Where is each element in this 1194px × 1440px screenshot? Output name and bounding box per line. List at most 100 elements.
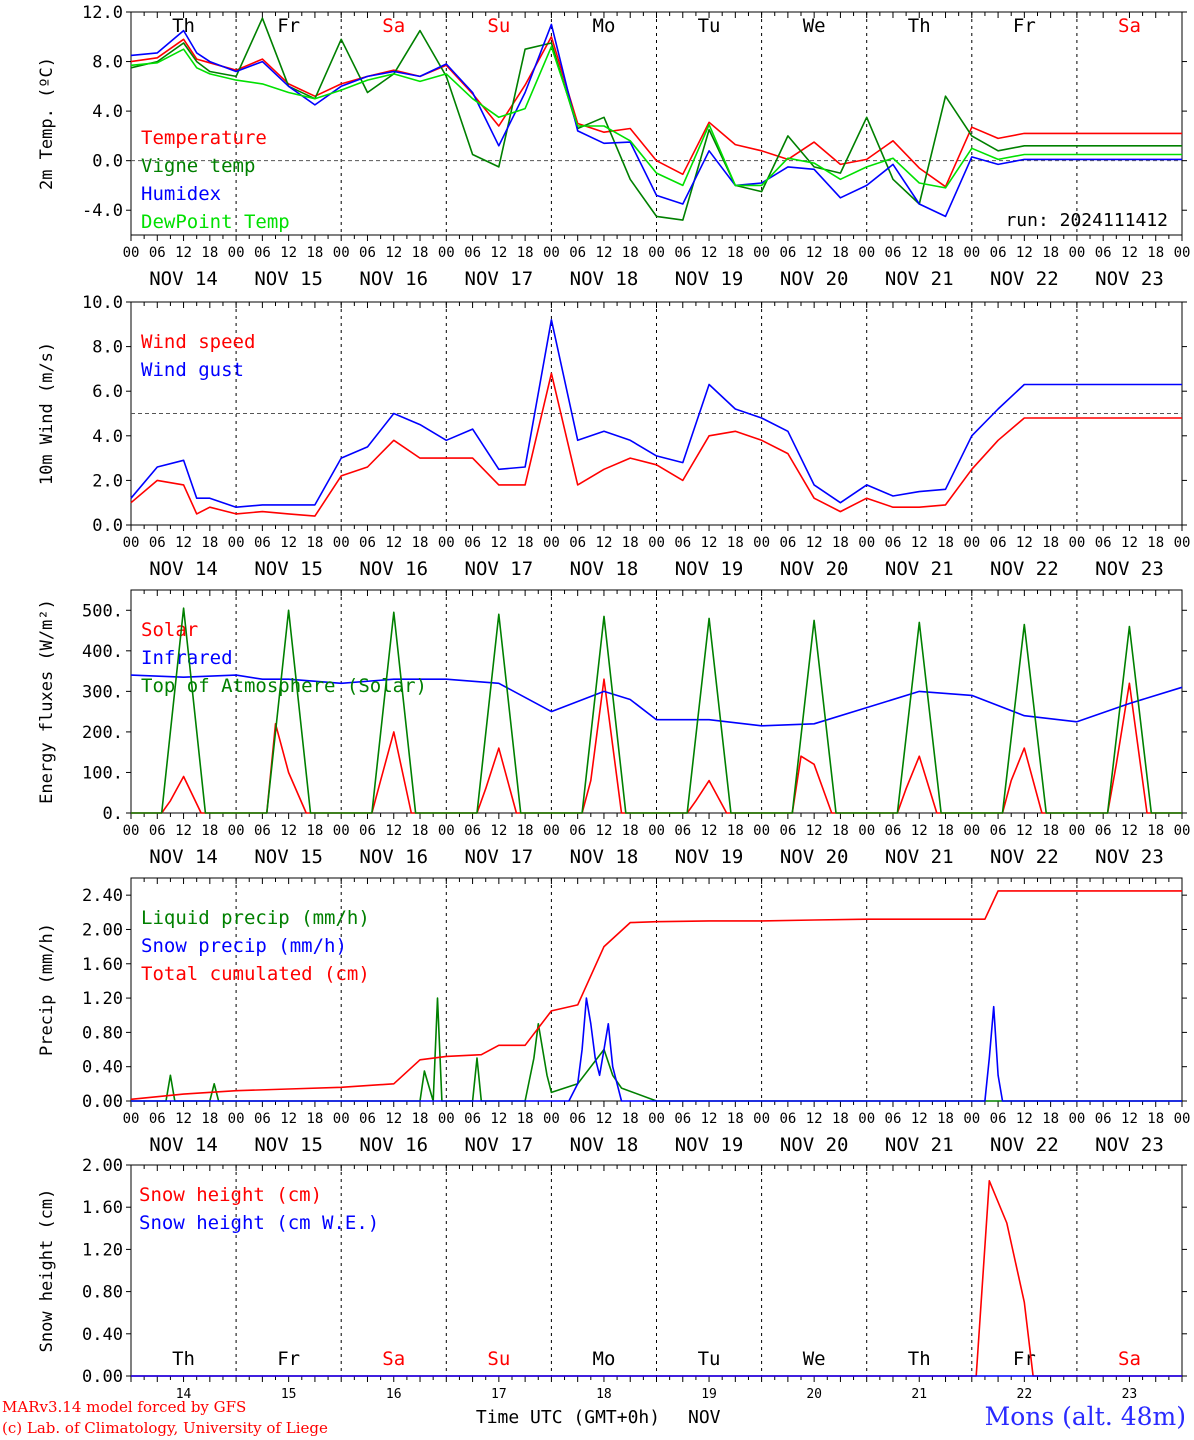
x-tick-label: 12 bbox=[911, 823, 928, 839]
date-label: NOV 15 bbox=[254, 268, 323, 290]
x-tick-label: 18 bbox=[937, 245, 954, 261]
x-tick-label: 00 bbox=[438, 1111, 455, 1127]
y-tick-label: 0.0 bbox=[92, 152, 123, 172]
y-tick-label: 400. bbox=[82, 642, 123, 662]
x-tick-label: 12 bbox=[175, 245, 192, 261]
x-tick-label: 12 bbox=[1121, 535, 1138, 551]
date-label: NOV 20 bbox=[780, 268, 849, 290]
x-tick-label: 00 bbox=[543, 245, 560, 261]
x-tick-label: 00 bbox=[228, 1111, 245, 1127]
x-tick-label: 00 bbox=[858, 245, 875, 261]
date-label: NOV 23 bbox=[1095, 558, 1164, 580]
date-label: NOV 17 bbox=[465, 846, 534, 868]
station-label: Mons (alt. 48m) bbox=[984, 1402, 1186, 1431]
x-tick-label: 06 bbox=[569, 535, 586, 551]
x-tick-label: 06 bbox=[990, 245, 1007, 261]
date-label: NOV 22 bbox=[990, 558, 1059, 580]
x-tick-label: 12 bbox=[911, 245, 928, 261]
series-line-3-3 bbox=[131, 607, 1182, 814]
x-tick-label: 12 bbox=[280, 823, 297, 839]
day-name: Fr bbox=[277, 15, 300, 37]
run-label: run: 2024111412 bbox=[1005, 210, 1168, 231]
x-tick-label: 00 bbox=[648, 1111, 665, 1127]
x-tick-label: 00 bbox=[1068, 535, 1085, 551]
y-tick-label: 2.00 bbox=[82, 920, 123, 940]
x-tick-label: 18 bbox=[727, 823, 744, 839]
day-name: Th bbox=[172, 15, 195, 37]
x-tick-label: 12 bbox=[175, 535, 192, 551]
y-tick-label: 12.0 bbox=[82, 3, 123, 23]
day-number: 18 bbox=[596, 1387, 612, 1402]
series-line-2-1 bbox=[130, 372, 1182, 517]
x-tick-label: 12 bbox=[1121, 245, 1138, 261]
x-tick-label: 12 bbox=[806, 245, 823, 261]
day-name: Th bbox=[172, 1348, 195, 1370]
x-tick-label: 06 bbox=[569, 823, 586, 839]
x-tick-label: 06 bbox=[779, 245, 796, 261]
day-name: Sa bbox=[1118, 1348, 1141, 1370]
x-tick-label: 06 bbox=[464, 535, 481, 551]
x-tick-label: 00 bbox=[858, 823, 875, 839]
x-tick-label: 06 bbox=[149, 823, 166, 839]
legend-entry: Total cumulated (cm) bbox=[141, 963, 370, 985]
x-tick-label: 18 bbox=[201, 823, 218, 839]
y-tick-label: 100. bbox=[82, 763, 123, 783]
y-tick-label: 0.40 bbox=[82, 1325, 123, 1345]
date-label: NOV 22 bbox=[990, 846, 1059, 868]
x-tick-label: 00 bbox=[123, 245, 140, 261]
day-name: We bbox=[803, 1348, 826, 1370]
date-label: NOV 19 bbox=[675, 558, 744, 580]
x-tick-label: 18 bbox=[727, 535, 744, 551]
x-tick-label: 06 bbox=[674, 535, 691, 551]
x-tick-label: 06 bbox=[149, 1111, 166, 1127]
x-tick-label: 12 bbox=[596, 1111, 613, 1127]
y-tick-label: 2.0 bbox=[92, 471, 123, 491]
x-tick-label: 00 bbox=[543, 823, 560, 839]
y-tick-label: 300. bbox=[82, 682, 123, 702]
series-line-3-2 bbox=[130, 674, 1183, 727]
x-tick-label: 18 bbox=[1147, 245, 1164, 261]
x-tick-label: 18 bbox=[517, 1111, 534, 1127]
x-tick-label: 00 bbox=[753, 245, 770, 261]
date-label: NOV 23 bbox=[1095, 846, 1164, 868]
x-tick-label: 18 bbox=[832, 535, 849, 551]
x-tick-label: 00 bbox=[1068, 1111, 1085, 1127]
y-tick-label: 0.80 bbox=[82, 1023, 123, 1043]
x-tick-label: 12 bbox=[385, 1111, 402, 1127]
x-tick-label: 00 bbox=[438, 245, 455, 261]
x-tick-label: 18 bbox=[1042, 1111, 1059, 1127]
date-label: NOV 21 bbox=[885, 1134, 954, 1156]
legend-entry: DewPoint Temp bbox=[141, 211, 290, 233]
x-tick-label: 12 bbox=[1016, 535, 1033, 551]
series-line-1-2 bbox=[130, 17, 1182, 221]
x-tick-label: 06 bbox=[254, 535, 271, 551]
x-tick-label: 00 bbox=[123, 823, 140, 839]
day-name: Th bbox=[908, 1348, 931, 1370]
day-name: Sa bbox=[382, 15, 405, 37]
x-tick-label: 00 bbox=[1068, 245, 1085, 261]
date-label: NOV 18 bbox=[570, 558, 639, 580]
x-tick-label: 18 bbox=[1042, 245, 1059, 261]
legend-entry: Solar bbox=[141, 619, 198, 641]
x-tick-label: 18 bbox=[622, 1111, 639, 1127]
legend-entry: Temperature bbox=[141, 127, 267, 149]
y-tick-label: 0.40 bbox=[82, 1058, 123, 1078]
x-tick-label: 06 bbox=[359, 245, 376, 261]
x-tick-label: 06 bbox=[359, 535, 376, 551]
date-label: NOV 23 bbox=[1095, 268, 1164, 290]
x-tick-label: 12 bbox=[280, 245, 297, 261]
date-label: NOV 18 bbox=[570, 268, 639, 290]
date-label: NOV 18 bbox=[570, 1134, 639, 1156]
day-number: 23 bbox=[1122, 1387, 1138, 1402]
x-tick-label: 12 bbox=[596, 823, 613, 839]
x-tick-label: 18 bbox=[937, 1111, 954, 1127]
series-line-4-2 bbox=[131, 997, 1182, 1102]
x-tick-label: 00 bbox=[858, 535, 875, 551]
x-tick-label: 12 bbox=[385, 245, 402, 261]
x-tick-label: 12 bbox=[385, 535, 402, 551]
date-label: NOV 17 bbox=[465, 1134, 534, 1156]
date-label: NOV 21 bbox=[885, 846, 954, 868]
legend-entry: Wind speed bbox=[141, 331, 255, 353]
x-axis-label-suffix: NOV bbox=[688, 1407, 721, 1428]
